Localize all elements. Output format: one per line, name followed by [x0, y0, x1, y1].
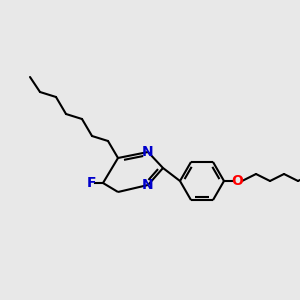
- Text: F: F: [86, 176, 96, 190]
- Text: O: O: [231, 174, 243, 188]
- Text: N: N: [142, 145, 154, 159]
- Text: N: N: [142, 178, 154, 192]
